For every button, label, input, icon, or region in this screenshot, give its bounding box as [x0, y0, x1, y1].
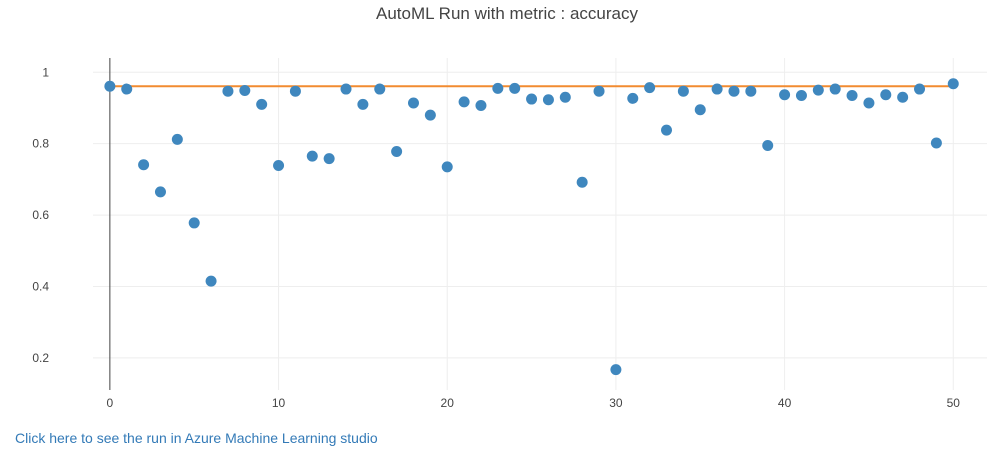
- y-tick-label: 0.8: [32, 137, 49, 151]
- data-point: [138, 159, 150, 171]
- data-point: [559, 91, 571, 103]
- data-point: [914, 83, 926, 95]
- data-point: [340, 83, 352, 95]
- grid: [93, 58, 987, 390]
- data-point: [509, 82, 521, 94]
- data-point: [576, 176, 588, 188]
- data-point: [897, 91, 909, 103]
- data-point: [475, 99, 487, 111]
- data-point: [104, 80, 116, 92]
- data-point: [795, 89, 807, 101]
- chart-title: AutoML Run with metric : accuracy: [375, 4, 638, 23]
- data-point: [407, 97, 419, 109]
- tick-labels: 0 10 20 30 40 50 0.2 0.4 0.6 0.8 1: [32, 65, 960, 410]
- x-tick-label: 0: [107, 396, 114, 410]
- data-point: [677, 85, 689, 97]
- data-point: [121, 83, 133, 95]
- data-point: [256, 98, 268, 110]
- data-point: [661, 124, 673, 136]
- data-point: [391, 146, 403, 158]
- data-point: [239, 84, 251, 96]
- azure-ml-studio-link[interactable]: Click here to see the run in Azure Machi…: [15, 430, 378, 446]
- data-point: [222, 85, 234, 97]
- data-point: [374, 83, 386, 95]
- x-tick-label: 20: [441, 396, 455, 410]
- data-point: [627, 92, 639, 104]
- data-point: [947, 78, 959, 90]
- data-point: [593, 85, 605, 97]
- data-point: [188, 217, 200, 229]
- data-point: [745, 85, 757, 97]
- data-point: [154, 186, 166, 198]
- data-point: [424, 109, 436, 121]
- data-point: [779, 89, 791, 101]
- data-point: [711, 83, 723, 95]
- data-point: [273, 159, 285, 171]
- data-point: [863, 97, 875, 109]
- x-tick-label: 30: [609, 396, 623, 410]
- series-layer: [104, 78, 959, 376]
- data-point: [171, 133, 183, 145]
- data-point: [846, 89, 858, 101]
- data-point: [323, 153, 335, 165]
- data-point: [526, 93, 538, 105]
- data-point: [205, 275, 217, 287]
- data-point: [289, 85, 301, 97]
- data-point: [762, 139, 774, 151]
- data-point: [812, 84, 824, 96]
- y-tick-label: 0.4: [32, 279, 49, 293]
- data-point: [610, 364, 622, 376]
- data-point: [829, 83, 841, 95]
- data-point: [694, 104, 706, 116]
- x-tick-label: 40: [778, 396, 792, 410]
- data-point: [357, 98, 369, 110]
- data-point: [458, 96, 470, 108]
- x-tick-label: 10: [272, 396, 286, 410]
- y-tick-label: 0.2: [32, 351, 49, 365]
- x-tick-label: 50: [947, 396, 961, 410]
- data-point: [728, 85, 740, 97]
- data-point: [644, 82, 656, 94]
- data-point: [492, 82, 504, 94]
- y-tick-label: 1: [42, 65, 49, 79]
- data-point: [880, 89, 892, 101]
- data-point: [306, 150, 318, 162]
- data-point: [542, 94, 554, 106]
- data-point: [441, 161, 453, 173]
- data-point: [930, 137, 942, 149]
- y-tick-label: 0.6: [32, 208, 49, 222]
